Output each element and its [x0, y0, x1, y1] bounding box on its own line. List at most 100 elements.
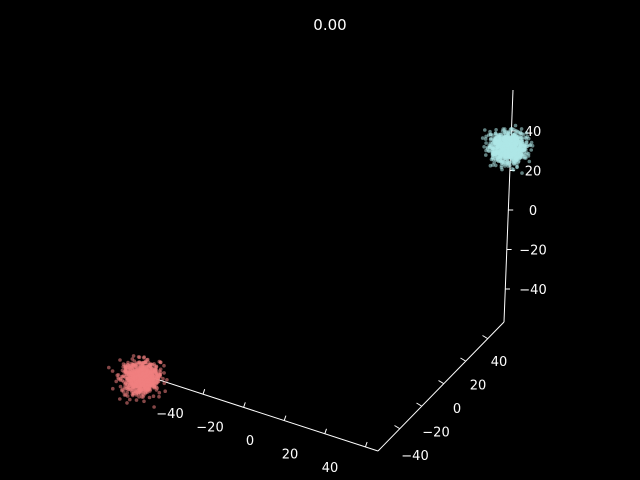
data-point — [145, 380, 150, 384]
data-point — [141, 365, 146, 370]
data-point — [149, 383, 153, 388]
data-point — [501, 127, 506, 131]
data-point — [128, 376, 132, 380]
data-point — [492, 160, 497, 165]
y-axis-line — [377, 321, 505, 452]
y-tick-label: 20 — [470, 379, 487, 394]
x-tick-mark — [202, 389, 206, 395]
z-tick-label: −20 — [519, 244, 546, 259]
data-point — [484, 153, 488, 157]
data-point — [491, 140, 496, 144]
data-point — [118, 384, 123, 389]
data-point — [130, 367, 134, 372]
y-tick-label: −20 — [422, 426, 449, 441]
data-point — [128, 397, 132, 402]
data-point — [153, 382, 157, 387]
series-cluster-0 — [107, 354, 169, 409]
data-point — [154, 388, 159, 392]
data-point — [496, 151, 501, 156]
data-point — [495, 135, 499, 139]
data-point — [494, 158, 498, 162]
data-point — [511, 158, 515, 162]
data-point — [125, 390, 129, 395]
data-point — [158, 367, 163, 372]
data-point — [128, 371, 132, 375]
data-point — [491, 150, 495, 155]
data-point — [500, 147, 505, 152]
z-tick-label: 0 — [529, 204, 537, 219]
data-point — [133, 389, 138, 393]
data-point — [525, 151, 529, 155]
data-point — [508, 127, 513, 132]
x-axis-line — [143, 374, 379, 452]
data-point — [130, 357, 135, 361]
data-point — [152, 405, 156, 409]
data-point — [142, 399, 146, 404]
data-point — [141, 371, 146, 376]
data-points — [107, 123, 535, 409]
data-point — [145, 383, 150, 387]
data-point — [491, 163, 495, 167]
data-point — [161, 376, 165, 381]
z-tick-label: 20 — [525, 165, 542, 180]
data-point — [162, 371, 166, 375]
data-point — [525, 134, 530, 139]
data-point — [124, 384, 129, 389]
z-tick-label: −40 — [519, 283, 546, 298]
data-point — [142, 375, 147, 379]
data-point — [487, 149, 492, 153]
x-tick-label: 0 — [246, 434, 254, 449]
data-point — [141, 392, 145, 396]
data-point — [165, 378, 169, 382]
data-point — [124, 369, 128, 374]
data-point — [530, 144, 535, 148]
data-point — [498, 142, 503, 147]
data-point — [520, 137, 525, 142]
data-point — [162, 363, 166, 368]
data-point — [137, 364, 141, 369]
data-point — [495, 138, 500, 143]
data-point — [520, 140, 525, 144]
data-point — [125, 401, 129, 405]
data-point — [157, 390, 162, 395]
data-point — [509, 146, 514, 150]
data-point — [483, 137, 488, 141]
data-point — [148, 365, 153, 369]
data-point — [114, 379, 118, 384]
data-point — [526, 154, 531, 158]
data-point — [119, 374, 124, 379]
data-point — [495, 145, 500, 150]
y-tick-mark — [460, 357, 466, 362]
data-point — [122, 393, 127, 397]
data-point — [126, 363, 130, 367]
data-point — [131, 354, 136, 358]
data-point — [138, 377, 142, 382]
data-point — [500, 167, 504, 172]
data-point — [512, 150, 517, 155]
data-point — [519, 153, 524, 157]
data-point — [118, 358, 122, 362]
data-point — [158, 360, 163, 365]
data-point — [502, 135, 507, 140]
data-point — [124, 365, 128, 370]
data-point — [134, 364, 138, 369]
data-point — [498, 156, 503, 160]
data-point — [157, 394, 161, 399]
data-point — [490, 133, 495, 137]
data-point — [136, 369, 141, 374]
data-point — [523, 156, 527, 160]
data-point — [136, 373, 141, 378]
data-point — [149, 374, 153, 379]
data-point — [484, 141, 488, 145]
data-point — [493, 154, 497, 159]
data-point — [494, 128, 498, 132]
data-point — [120, 388, 124, 393]
y-tick-label: 0 — [453, 402, 461, 417]
x-tick-mark — [324, 428, 327, 434]
data-point — [519, 127, 524, 131]
data-point — [154, 375, 159, 379]
x-tick-label: −40 — [156, 407, 183, 422]
data-point — [505, 141, 510, 145]
